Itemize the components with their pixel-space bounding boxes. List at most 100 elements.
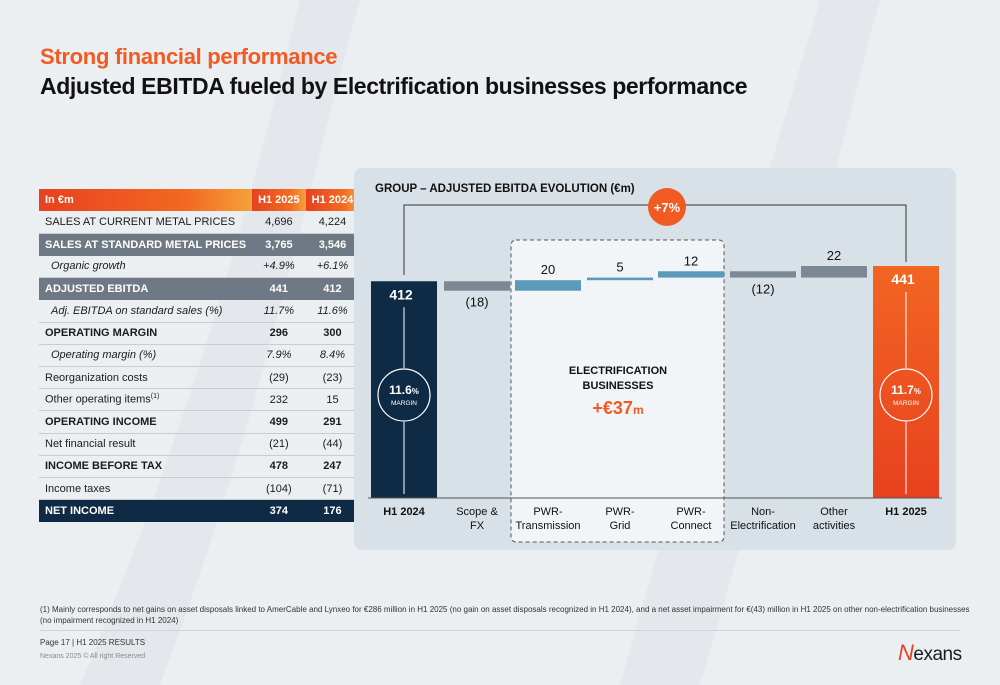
electrification-box bbox=[510, 239, 725, 543]
row-value-h1-2025: 478 bbox=[252, 455, 306, 478]
table-row: ADJUSTED EBITDA 441 412 bbox=[39, 277, 360, 300]
row-label: SALES AT CURRENT METAL PRICES bbox=[39, 211, 253, 234]
footer-divider bbox=[40, 630, 960, 631]
category-label: Scope & bbox=[456, 506, 498, 518]
row-value-h1-2025: 232 bbox=[252, 388, 306, 412]
category-label: Non- bbox=[751, 506, 775, 518]
row-label: Net financial result bbox=[39, 433, 253, 456]
copyright: Nexans 2025 © All right Reserved bbox=[40, 653, 146, 660]
data-label: 12 bbox=[684, 253, 698, 268]
table-row: Other operating items(1) 232 15 bbox=[39, 388, 360, 412]
table-row: Operating margin (%) 7.9% 8.4% bbox=[39, 344, 360, 368]
category-label: H1 2025 bbox=[885, 506, 927, 518]
table-row: Organic growth +4.9% +6.1% bbox=[39, 255, 360, 279]
table-row: OPERATING INCOME 499 291 bbox=[39, 410, 360, 434]
table-row: NET INCOME 374 176 bbox=[39, 499, 360, 522]
row-label: NET INCOME bbox=[39, 499, 253, 522]
row-value-h1-2025: 441 bbox=[252, 277, 306, 300]
category-label: Electrification bbox=[730, 520, 795, 532]
category-label: Grid bbox=[610, 520, 631, 532]
row-value-h1-2024: 15 bbox=[305, 388, 360, 412]
bar-pwr-grid bbox=[587, 277, 653, 281]
nexans-logo: Nexans bbox=[898, 640, 962, 665]
row-label: OPERATING INCOME bbox=[39, 410, 253, 434]
margin-circle bbox=[879, 368, 933, 422]
category-label: H1 2024 bbox=[383, 506, 425, 518]
row-label: Adj. EBITDA on standard sales (%) bbox=[39, 299, 253, 323]
bar-pwr-transmission bbox=[515, 280, 581, 291]
bar-pwr-connect bbox=[658, 271, 724, 278]
row-value-h1-2024: +6.1% bbox=[305, 255, 360, 279]
electrification-title: BUSINESSES bbox=[583, 380, 654, 392]
table-row: Net financial result (21) (44) bbox=[39, 433, 360, 456]
row-value-h1-2024: 291 bbox=[305, 410, 360, 434]
data-label: 20 bbox=[541, 262, 555, 277]
row-value-h1-2024: 247 bbox=[305, 455, 360, 478]
row-value-h1-2024: (71) bbox=[305, 477, 360, 501]
row-value-h1-2024: 8.4% bbox=[305, 344, 360, 368]
table-row: Income taxes (104) (71) bbox=[39, 477, 360, 501]
table-row: INCOME BEFORE TAX 478 247 bbox=[39, 455, 360, 478]
category-label: PWR- bbox=[676, 506, 706, 518]
row-value-h1-2025: 4,696 bbox=[252, 211, 306, 234]
margin-label: MARGIN bbox=[893, 400, 919, 407]
table-row: SALES AT CURRENT METAL PRICES 4,696 4,224 bbox=[39, 211, 360, 234]
table-row: Adj. EBITDA on standard sales (%) 11.7% 11… bbox=[39, 299, 360, 323]
row-value-h1-2024: (44) bbox=[305, 433, 360, 456]
electrification-title: ELECTRIFICATION bbox=[569, 365, 667, 377]
page-title: Strong financial performance bbox=[40, 44, 338, 69]
row-value-h1-2024: (23) bbox=[305, 366, 360, 390]
category-label: Other bbox=[820, 506, 848, 518]
table-header-col2: H1 2024 bbox=[305, 189, 360, 212]
data-label: (12) bbox=[751, 282, 774, 297]
row-value-h1-2025: (21) bbox=[252, 433, 306, 456]
row-value-h1-2024: 300 bbox=[305, 322, 360, 345]
table-row: SALES AT STANDARD METAL PRICES 3,765 3,546 bbox=[39, 233, 360, 256]
row-value-h1-2024: 412 bbox=[305, 277, 360, 300]
row-label: Other operating items(1) bbox=[39, 388, 253, 412]
bar-non-electrification bbox=[730, 271, 796, 278]
growth-badge bbox=[648, 188, 686, 226]
category-label: Connect bbox=[671, 520, 712, 532]
table-header-row: In €m H1 2025 H1 2024 bbox=[39, 189, 360, 212]
growth-badge-text: +7% bbox=[654, 200, 681, 215]
table-header-label: In €m bbox=[39, 189, 253, 212]
electrification-value: +€37m bbox=[592, 398, 643, 418]
row-value-h1-2024: 3,546 bbox=[305, 233, 360, 256]
row-label: Operating margin (%) bbox=[39, 344, 253, 368]
row-value-h1-2024: 4,224 bbox=[305, 211, 360, 234]
footnote: (1) Mainly corresponds to net gains on a… bbox=[40, 605, 970, 625]
row-label: Reorganization costs bbox=[39, 366, 253, 390]
page-number: Page 17 | H1 2025 RESULTS bbox=[40, 638, 146, 647]
chart-title: GROUP – ADJUSTED EBITDA EVOLUTION (€m) bbox=[375, 183, 635, 195]
category-label: activities bbox=[813, 520, 856, 532]
row-value-h1-2024: 176 bbox=[305, 499, 360, 522]
page-subtitle: Adjusted EBITDA fueled by Electrificatio… bbox=[40, 73, 748, 99]
margin-circle bbox=[377, 368, 431, 422]
row-value-h1-2025: 7.9% bbox=[252, 344, 306, 368]
row-label: OPERATING MARGIN bbox=[39, 322, 253, 345]
row-value-h1-2025: 11.7% bbox=[252, 299, 306, 323]
margin-value: 11.7% bbox=[891, 383, 921, 397]
table-row: OPERATING MARGIN 296 300 bbox=[39, 322, 360, 345]
bar-scope-fx bbox=[444, 281, 510, 291]
financial-table: In €m H1 2025 H1 2024 SALES AT CURRENT M… bbox=[39, 189, 360, 522]
margin-value: 11.6% bbox=[389, 383, 419, 397]
category-label: Transmission bbox=[516, 520, 581, 532]
data-label: (18) bbox=[465, 295, 488, 310]
table-header-col1: H1 2025 bbox=[252, 189, 306, 212]
row-value-h1-2025: 499 bbox=[252, 410, 306, 434]
row-label: ADJUSTED EBITDA bbox=[39, 277, 253, 300]
row-label: Organic growth bbox=[39, 255, 253, 279]
row-label: Income taxes bbox=[39, 477, 253, 501]
table-row: Reorganization costs (29) (23) bbox=[39, 366, 360, 390]
data-label: 22 bbox=[827, 248, 841, 263]
row-label: INCOME BEFORE TAX bbox=[39, 455, 253, 478]
data-label: 441 bbox=[891, 271, 915, 287]
data-label: 5 bbox=[616, 260, 623, 275]
row-label: SALES AT STANDARD METAL PRICES bbox=[39, 233, 253, 256]
bar-other-activities bbox=[801, 266, 867, 278]
row-value-h1-2025: +4.9% bbox=[252, 255, 306, 279]
category-label: PWR- bbox=[533, 506, 563, 518]
